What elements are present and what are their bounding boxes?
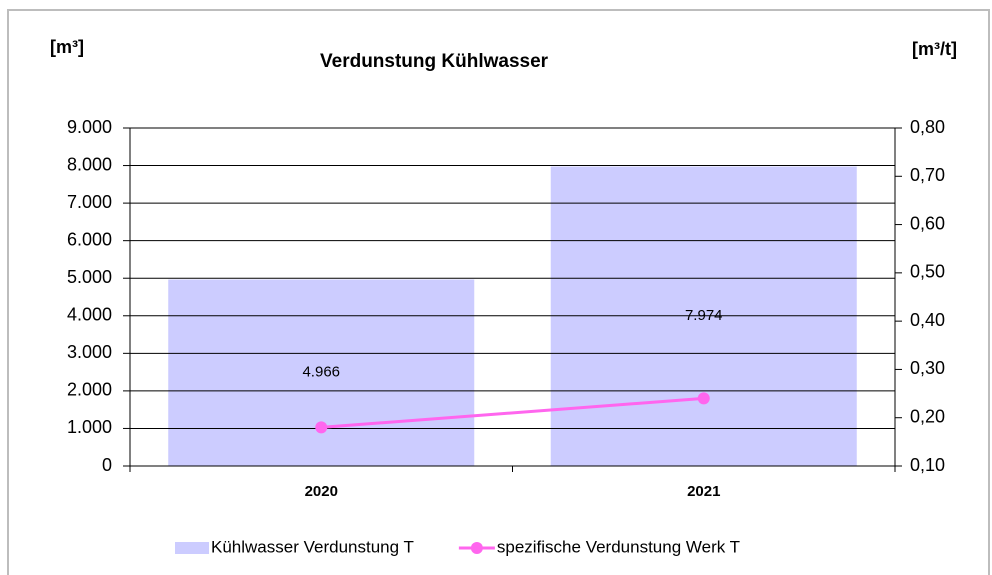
y-tick-label: 4.000: [67, 305, 112, 325]
x-tick-label: 2020: [305, 483, 338, 500]
data-label: 7.974: [685, 307, 723, 324]
y-tick-label: 1.000: [67, 417, 112, 437]
line-point: [315, 421, 328, 434]
y2-tick-label: 0,30: [910, 358, 945, 378]
y2-axis-label: [m³/t]: [912, 39, 957, 59]
y-tick-label: 0: [102, 455, 112, 475]
legend-label: Kühlwasser Verdunstung T: [211, 537, 414, 556]
line-point: [697, 392, 710, 405]
y-tick-label: 6.000: [67, 229, 112, 249]
legend-label: spezifische Verdunstung Werk T: [497, 537, 740, 556]
y-tick-label: 2.000: [67, 380, 112, 400]
y-axis-label: [m³]: [50, 37, 84, 57]
y2-tick-label: 0,10: [910, 455, 945, 475]
y2-tick-label: 0,40: [910, 310, 945, 330]
y2-tick-label: 0,20: [910, 406, 945, 426]
data-label: 4.966: [302, 364, 340, 381]
y-tick-label: 7.000: [67, 192, 112, 212]
y2-tick-label: 0,60: [910, 213, 945, 233]
legend-swatch: [175, 542, 209, 554]
y-tick-label: 9.000: [67, 117, 112, 137]
y-tick-label: 5.000: [67, 267, 112, 287]
legend-swatch: [470, 542, 483, 554]
y-tick-label: 8.000: [67, 154, 112, 174]
y2-tick-label: 0,70: [910, 165, 945, 185]
y-tick-label: 3.000: [67, 342, 112, 362]
chart-title: Verdunstung Kühlwasser: [320, 51, 549, 72]
y2-tick-label: 0,80: [910, 117, 945, 137]
bar: [168, 279, 475, 466]
y2-tick-label: 0,50: [910, 262, 945, 282]
line: [321, 396, 704, 429]
x-tick-label: 2021: [687, 483, 720, 500]
